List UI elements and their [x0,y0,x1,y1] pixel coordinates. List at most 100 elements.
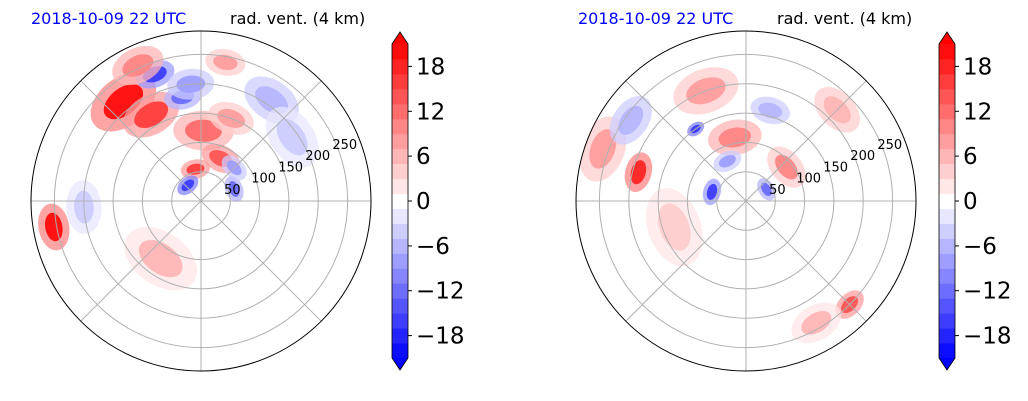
colorbar-segment [939,298,955,314]
colorbar-segment [392,328,408,344]
colorbar-extend-max [939,32,955,44]
panel-left-title-date: 2018-10-09 22 UTC [31,9,186,28]
colorbar-segment [939,283,955,299]
velocity-feature-core [228,181,240,197]
azimuth-spoke [200,200,322,322]
velocity-feature-core [138,239,183,278]
colorbar-segment [939,58,955,75]
colorbar-segment [392,133,408,150]
velocity-feature-core [618,105,644,135]
azimuth-spoke [625,80,747,202]
colorbar-segment [939,208,955,224]
azimuth-spoke [745,80,867,202]
polar-frame [30,30,372,372]
colorbar-tick-label: 18 [963,54,992,80]
colorbar-tick-label: −6 [416,234,450,260]
radial-tick-label: 100 [251,172,276,187]
colorbar-segment [392,223,408,239]
colorbar-tick-label: 6 [963,144,978,170]
colorbar-segment [939,88,955,105]
velocity-feature-core [758,102,783,119]
colorbar-segment [392,253,408,269]
colorbar-segment [939,253,955,269]
polar-grid-right [575,30,917,372]
colorbar-extend-max [392,32,408,44]
colorbar-segment [939,268,955,284]
radial-tick-label: 200 [305,149,330,164]
colorbar-tick-label: 12 [963,99,992,125]
radial-tick-label: 150 [278,160,303,175]
velocity-feature-core [213,54,238,70]
colorbar-segment [392,268,408,284]
azimuth-spoke [80,80,202,202]
azimuth-spoke [745,200,867,322]
colorbar-tick-label: −6 [963,234,997,260]
colorbar-segment [392,118,408,135]
colorbar-segment [392,103,408,120]
colorbar-outline [391,31,409,371]
radial-tick-label: 50 [769,183,786,198]
colorbar-segment [392,208,408,224]
colorbar-segment [939,44,955,60]
colorbar-segment [392,88,408,105]
colorbar-segment [392,58,408,75]
colorbar-segment [939,223,955,239]
colorbar-segment [392,163,408,180]
colorbar-segment [939,163,955,180]
colorbar-segment [392,238,408,254]
colorbar-segment [939,148,955,165]
polar-frame [575,30,917,372]
colorbar-segment [939,118,955,135]
velocity-feature-core [122,54,154,77]
panel-left-title-field: rad. vent. (4 km) [230,9,365,28]
radial-tick-label: 250 [877,138,902,153]
velocity-feature-core [181,179,195,192]
panel-right-title-date: 2018-10-09 22 UTC [578,9,733,28]
colorbar-tick-label: −18 [416,324,465,350]
colorbar-outline [938,31,956,371]
colorbar-segment [392,343,408,359]
colorbar-extend-min [939,358,955,370]
colorbar-segment [939,193,955,209]
radial-tick-label: 250 [332,138,357,153]
colorbar-segment [392,44,408,60]
colorbar-segment [392,283,408,299]
colorbar-tick-label: 0 [963,189,978,215]
colorbar-tick-label: −12 [416,279,465,305]
velocity-feature-core [775,154,798,180]
colorbar-tick-label: 0 [416,189,431,215]
colorbar-right: 18 12 6 0 −6 −12 −18 [938,31,1012,371]
colorbar-segment [939,313,955,329]
colorbar-segment [392,193,408,209]
colorbar-segment [939,178,955,195]
colorbar-segment [392,178,408,195]
colorbar-left: 18 12 6 0 −6 −12 −18 [391,31,465,371]
colorbar-segment [939,238,955,254]
polar-panel-left: 2018-10-09 22 UTC rad. vent. (4 km) 50 10… [30,9,465,372]
colorbar-tick-label: 12 [416,99,445,125]
polar-grid-left [30,30,372,372]
colorbar-tick-label: 18 [416,54,445,80]
radial-tick-label: 150 [823,160,848,175]
panel-right-title-field: rad. vent. (4 km) [777,9,912,28]
azimuth-spoke [200,80,322,202]
velocity-feature-core [185,119,222,142]
velocity-feature-core [706,183,718,200]
colorbar-segment [392,73,408,90]
polar-panel-right: 2018-10-09 22 UTC rad. vent. (4 km) 50 10… [575,9,1012,372]
azimuth-spoke [625,200,747,322]
velocity-feature-core [760,182,772,197]
velocity-feature-core [718,155,736,168]
colorbar-segment [939,343,955,359]
colorbar-segment [939,133,955,150]
velocity-feature-core [276,118,308,156]
colorbar-segment [392,313,408,329]
radial-tick-label: 50 [224,183,241,198]
radial-tick-label: 200 [850,149,875,164]
colorbar-tick-label: −18 [963,324,1012,350]
colorbar-segment [939,328,955,344]
azimuth-spoke [80,200,202,322]
colorbar-segment [392,298,408,314]
